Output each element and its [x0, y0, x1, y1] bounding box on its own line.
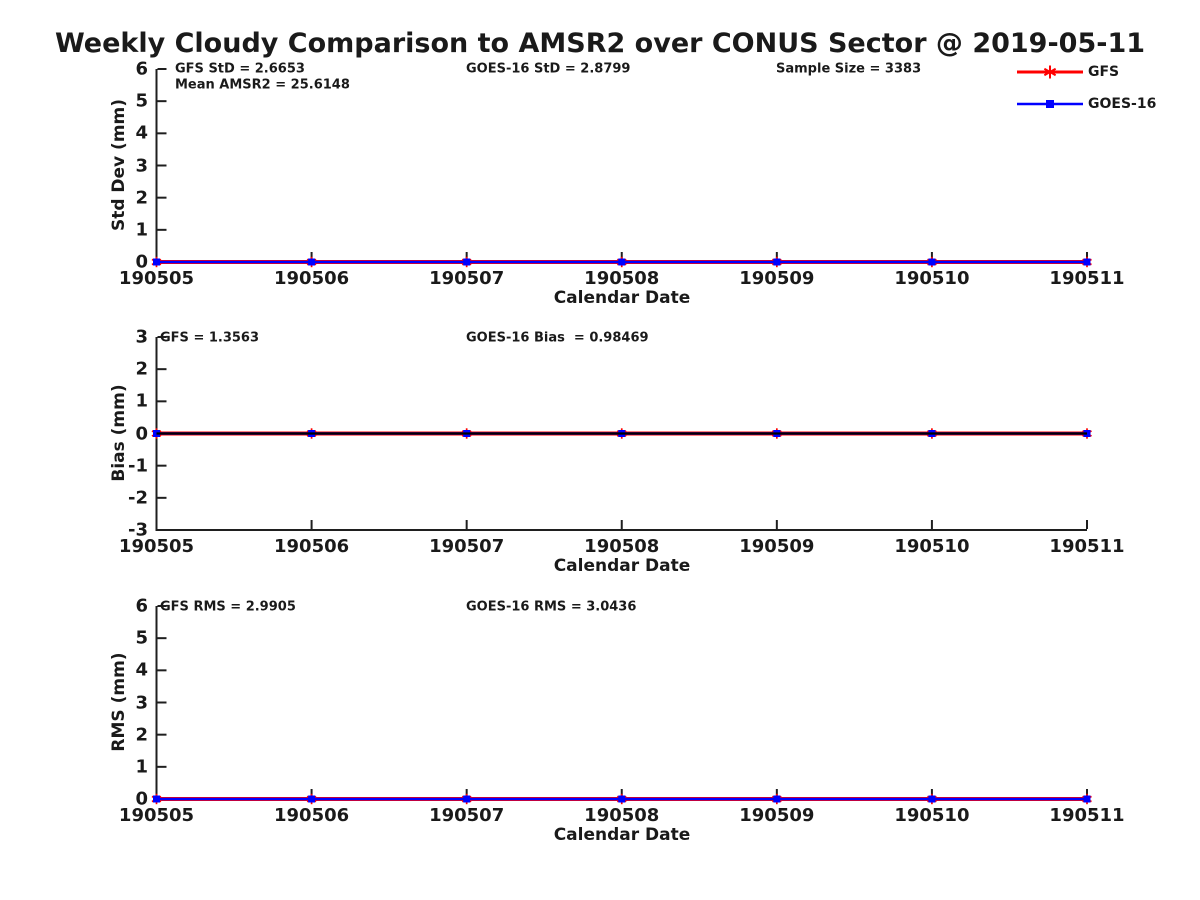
xlabel-calendar-date-3: Calendar Date: [553, 825, 691, 845]
x-tick-label: 190505: [118, 536, 195, 557]
series-marker-goes-16: [773, 795, 781, 803]
y-tick-label: 1: [135, 756, 148, 778]
x-tick-label: 190510: [894, 805, 970, 826]
y-tick-label: 5: [135, 627, 148, 649]
x-tick-label: 190507: [429, 268, 505, 289]
x-tick-label: 190511: [1049, 536, 1125, 557]
legend-label-goes16: GOES-16: [1088, 96, 1157, 112]
y-tick-label: 2: [135, 358, 148, 380]
y-tick-label: 3: [135, 155, 148, 176]
x-tick-label: 190511: [1049, 805, 1125, 826]
series-marker-goes-16: [928, 258, 936, 266]
series-marker-goes-16: [1083, 258, 1091, 266]
x-tick-label: 190508: [584, 805, 660, 826]
y-tick-label: -3: [128, 519, 148, 541]
x-tick-label: 190509: [739, 536, 815, 557]
x-tick-label: 190505: [118, 268, 195, 289]
y-tick-label: 6: [135, 58, 148, 80]
series-marker-goes-16: [618, 795, 626, 803]
series-marker-goes-16: [1083, 795, 1091, 803]
y-tick-label: 3: [135, 326, 148, 348]
annotation-gfs-rms: GFS RMS = 2.9905: [160, 599, 296, 615]
series-marker-goes-16: [618, 258, 626, 266]
y-tick-label: -2: [128, 487, 148, 509]
x-tick-label: 190511: [1049, 268, 1125, 289]
series-marker-goes-16: [308, 258, 316, 266]
y-tick-label: 1: [135, 219, 148, 241]
x-tick-label: 190507: [429, 536, 505, 557]
y-tick-label: -1: [128, 455, 148, 477]
y-tick-label: 0: [135, 251, 148, 273]
y-tick-label: 4: [135, 659, 148, 681]
y-tick-label: 0: [135, 788, 148, 810]
x-tick-label: 190507: [429, 805, 505, 826]
y-tick-label: 4: [135, 122, 148, 144]
y-tick-label: 2: [135, 187, 148, 209]
series-marker-goes-16: [153, 795, 160, 803]
series-marker-goes-16: [463, 258, 471, 266]
x-tick-label: 190508: [584, 268, 660, 289]
x-tick-label: 190506: [274, 268, 350, 289]
annotation-gfs-bias: GFS = 1.3563: [160, 330, 260, 346]
x-tick-label: 190506: [274, 805, 350, 826]
annotation-sample-size: Sample Size = 3383: [776, 61, 922, 77]
y-tick-label: 5: [135, 90, 148, 112]
y-tick-label: 0: [135, 423, 148, 444]
series-marker-goes-16: [463, 795, 471, 803]
x-tick-label: 190506: [274, 536, 350, 557]
xlabel-calendar-date-2: Calendar Date: [553, 556, 691, 576]
xlabel-calendar-date-1: Calendar Date: [553, 288, 691, 308]
annotation-goes16-rms: GOES-16 RMS = 3.0436: [466, 599, 637, 615]
x-tick-label: 190510: [894, 268, 970, 289]
y-tick-label: 2: [135, 724, 148, 746]
x-tick-label: 190509: [739, 268, 815, 289]
x-tick-label: 190508: [584, 536, 660, 557]
series-marker-goes-16: [153, 258, 160, 266]
annotation-gfs-std: GFS StD = 2.6653: [175, 61, 305, 77]
annotation-goes16-std: GOES-16 StD = 2.8799: [466, 61, 631, 77]
annotation-goes16-bias: GOES-16 Bias = 0.98469: [466, 330, 649, 346]
legend-marker-goes-16: [1046, 100, 1054, 108]
series-marker-goes-16: [773, 258, 781, 266]
x-tick-label: 190505: [118, 805, 195, 826]
y-tick-label: 3: [135, 692, 148, 713]
legend-label-gfs: GFS: [1088, 64, 1120, 80]
annotation-mean-amsr2: Mean AMSR2 = 25.6148: [175, 77, 350, 93]
series-marker-goes-16: [308, 795, 316, 803]
series-marker-goes-16: [928, 795, 936, 803]
legend-marker-gfs: [1043, 65, 1057, 79]
chart-title: Weekly Cloudy Comparison to AMSR2 over C…: [54, 28, 1146, 59]
y-tick-label: 6: [135, 595, 148, 617]
y-tick-label: 1: [135, 390, 148, 412]
x-tick-label: 190509: [739, 805, 815, 826]
x-tick-label: 190510: [894, 536, 970, 557]
